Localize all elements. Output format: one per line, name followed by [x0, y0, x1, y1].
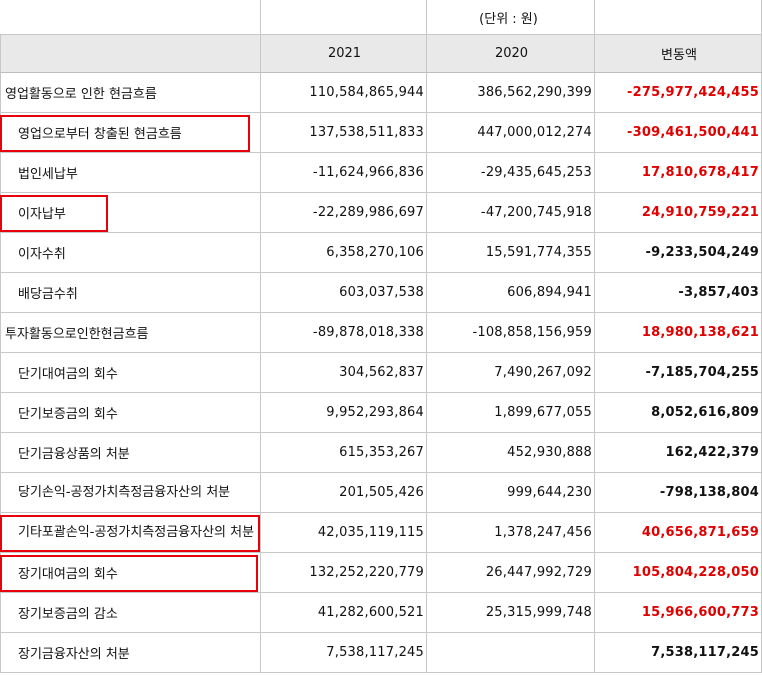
value-change: 24,910,759,221 — [594, 192, 762, 233]
table-row: 영업활동으로 인한 현금흐름 110,584,865,944 386,562,290… — [0, 72, 762, 113]
row-label: 이자납부 — [0, 192, 261, 233]
row-label: 단기보증금의 회수 — [0, 392, 261, 433]
value-change: 162,422,379 — [594, 432, 762, 473]
table-row: 단기대여금의 회수 304,562,837 7,490,267,092 -7,185,… — [0, 352, 762, 393]
row-label: 당기손익-공정가치측정금융자산의 처분 — [0, 472, 261, 513]
value-2021: 110,584,865,944 — [260, 72, 427, 113]
value-change: 8,052,616,809 — [594, 392, 762, 433]
row-label: 단기대여금의 회수 — [0, 352, 261, 393]
table-row: 장기금융자산의 처분 7,538,117,245 7,538,117,245 — [0, 632, 762, 673]
value-2020: -108,858,156,959 — [426, 312, 595, 353]
table-row: 당기손익-공정가치측정금융자산의 처분 201,505,426 999,644,23… — [0, 472, 762, 513]
value-change: 15,966,600,773 — [594, 592, 762, 633]
table-row: 장기대여금의 회수 132,252,220,779 26,447,992,729 10… — [0, 552, 762, 593]
unit-row: (단위 : 원) — [0, 0, 762, 35]
row-label: 영업활동으로 인한 현금흐름 — [0, 72, 261, 113]
value-2020 — [426, 632, 595, 673]
row-label: 배당금수취 — [0, 272, 261, 313]
row-label: 이자수취 — [0, 232, 261, 273]
value-2021: 137,538,511,833 — [260, 112, 427, 153]
table-row: 단기보증금의 회수 9,952,293,864 1,899,677,055 8,052… — [0, 392, 762, 433]
value-2020: -29,435,645,253 — [426, 152, 595, 193]
value-2020: 386,562,290,399 — [426, 72, 595, 113]
value-2021: 9,952,293,864 — [260, 392, 427, 433]
table-row: 장기보증금의 감소 41,282,600,521 25,315,999,748 15,… — [0, 592, 762, 633]
value-2021: 6,358,270,106 — [260, 232, 427, 273]
value-change: -7,185,704,255 — [594, 352, 762, 393]
row-label: 영업으로부터 창출된 현금흐름 — [0, 112, 261, 153]
row-label: 장기보증금의 감소 — [0, 592, 261, 633]
unit-row-blank — [594, 0, 762, 35]
value-2021: 304,562,837 — [260, 352, 427, 393]
value-2021: 7,538,117,245 — [260, 632, 427, 673]
row-label: 투자활동으로인한현금흐름 — [0, 312, 261, 353]
row-label-text: 당기손익-공정가치측정금융자산의 처분 — [18, 485, 231, 500]
value-2020: 447,000,012,274 — [426, 112, 595, 153]
value-change: -3,857,403 — [594, 272, 762, 313]
table-row: 기타포괄손익-공정가치측정금융자산의 처분 42,035,119,115 1,378… — [0, 512, 762, 553]
value-2020: 25,315,999,748 — [426, 592, 595, 633]
value-change: -9,233,504,249 — [594, 232, 762, 273]
table-row: 이자수취 6,358,270,106 15,591,774,355 -9,233,50… — [0, 232, 762, 273]
value-2020: 15,591,774,355 — [426, 232, 595, 273]
header-label-col — [0, 34, 261, 73]
value-2021: 603,037,538 — [260, 272, 427, 313]
row-label: 단기금융상품의 처분 — [0, 432, 261, 473]
value-2020: 1,899,677,055 — [426, 392, 595, 433]
header-2021: 2021 — [260, 34, 427, 73]
value-change: 40,656,871,659 — [594, 512, 762, 553]
unit-row-blank — [0, 0, 261, 35]
row-label: 기타포괄손익-공정가치측정금융자산의 처분 — [0, 512, 261, 553]
table-row: 이자납부 -22,289,986,697 -47,200,745,918 24,910… — [0, 192, 762, 233]
value-2021: 201,505,426 — [260, 472, 427, 513]
table-row: 법인세납부 -11,624,966,836 -29,435,645,253 17,81… — [0, 152, 762, 193]
row-label: 장기금융자산의 처분 — [0, 632, 261, 673]
row-label: 장기대여금의 회수 — [0, 552, 261, 593]
table-row: 단기금융상품의 처분 615,353,267 452,930,888 162,422,… — [0, 432, 762, 473]
value-change: 18,980,138,621 — [594, 312, 762, 353]
value-2021: 132,252,220,779 — [260, 552, 427, 593]
unit-row-blank — [260, 0, 427, 35]
value-2020: -47,200,745,918 — [426, 192, 595, 233]
table-row: 투자활동으로인한현금흐름 -89,878,018,338 -108,858,156,… — [0, 312, 762, 353]
value-2020: 606,894,941 — [426, 272, 595, 313]
value-2021: 41,282,600,521 — [260, 592, 427, 633]
value-2021: 615,353,267 — [260, 432, 427, 473]
value-2021: -89,878,018,338 — [260, 312, 427, 353]
value-2020: 1,378,247,456 — [426, 512, 595, 553]
header-change: 변동액 — [594, 34, 762, 73]
value-change: -309,461,500,441 — [594, 112, 762, 153]
value-2020: 452,930,888 — [426, 432, 595, 473]
value-2021: -11,624,966,836 — [260, 152, 427, 193]
value-change: 105,804,228,050 — [594, 552, 762, 593]
value-change: -275,977,424,455 — [594, 72, 762, 113]
value-change: 17,810,678,417 — [594, 152, 762, 193]
value-2020: 26,447,992,729 — [426, 552, 595, 593]
value-2021: -22,289,986,697 — [260, 192, 427, 233]
table-row: 배당금수취 603,037,538 606,894,941 -3,857,403 — [0, 272, 762, 313]
value-change: -798,138,804 — [594, 472, 762, 513]
header-row: 2021 2020 변동액 — [0, 34, 762, 73]
value-2020: 7,490,267,092 — [426, 352, 595, 393]
value-2021: 42,035,119,115 — [260, 512, 427, 553]
row-label: 법인세납부 — [0, 152, 261, 193]
value-change: 7,538,117,245 — [594, 632, 762, 673]
value-2020: 999,644,230 — [426, 472, 595, 513]
header-2020: 2020 — [426, 34, 595, 73]
row-label-text: 기타포괄손익-공정가치측정금융자산의 처분 — [18, 525, 255, 540]
unit-label: (단위 : 원) — [426, 0, 595, 35]
table-row: 영업으로부터 창출된 현금흐름 137,538,511,833 447,000,01… — [0, 112, 762, 153]
